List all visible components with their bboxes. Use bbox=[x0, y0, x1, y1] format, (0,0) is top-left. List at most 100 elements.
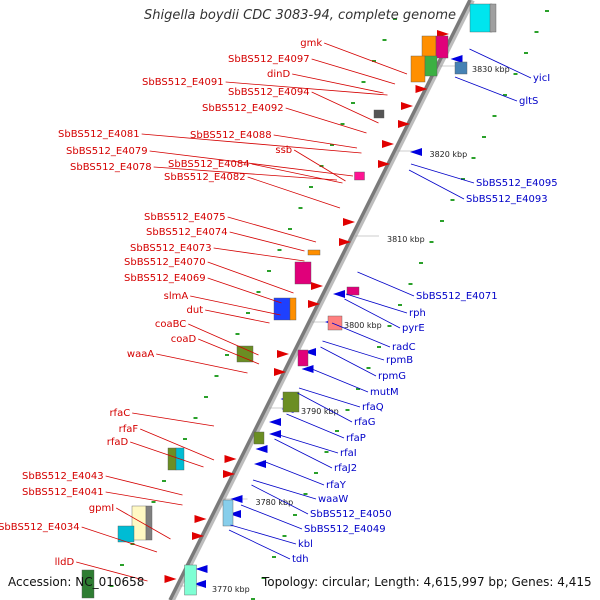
feature-tick bbox=[408, 283, 413, 285]
feature-tick bbox=[335, 430, 339, 432]
label-leader bbox=[207, 261, 294, 294]
gene-block bbox=[222, 499, 234, 527]
gene-arrow-reverse bbox=[269, 418, 281, 426]
gene-label-left: coaBC bbox=[155, 319, 186, 330]
accession-text: Accession: NC_010658 bbox=[8, 575, 145, 589]
gene-label-right: rfaP bbox=[346, 433, 366, 444]
gene-label-left: lldD bbox=[55, 557, 75, 568]
label-leader bbox=[141, 133, 362, 154]
gene-arrow-reverse bbox=[410, 148, 422, 156]
feature-tick bbox=[461, 178, 465, 180]
gene-label-left: SbBS512_E4084 bbox=[168, 159, 250, 170]
label-leader bbox=[311, 91, 379, 124]
feature-tick bbox=[387, 325, 392, 327]
gene-label-left: coaD bbox=[171, 334, 197, 345]
gene-label-left: dinD bbox=[267, 69, 290, 80]
gene-label-left: SbBS512_E4082 bbox=[164, 172, 246, 183]
feature-tick bbox=[351, 102, 355, 104]
feature-tick bbox=[471, 157, 476, 159]
gene-block bbox=[421, 35, 437, 59]
gene-label-right: SbBS512_E4049 bbox=[304, 524, 386, 535]
gene-arrow-reverse bbox=[304, 348, 316, 356]
feature-tick bbox=[272, 556, 276, 558]
feature-tick bbox=[193, 417, 198, 419]
gene-arrow-forward bbox=[164, 575, 177, 583]
feature-tick bbox=[545, 10, 549, 12]
gene-label-left: SbBS512_E4097 bbox=[228, 54, 310, 65]
gene-block bbox=[307, 249, 321, 256]
scale-tick-label: 3800 kbp bbox=[344, 321, 382, 330]
feature-tick bbox=[524, 52, 528, 54]
feature-tick bbox=[513, 73, 518, 75]
feature-tick bbox=[324, 451, 329, 453]
gene-arrow-reverse bbox=[195, 565, 208, 573]
gene-label-left: SbBS512_E4092 bbox=[202, 103, 284, 114]
gene-block bbox=[81, 569, 95, 599]
feature-tick bbox=[330, 144, 334, 146]
gene-label-right: rfaI bbox=[340, 448, 357, 459]
gene-block bbox=[354, 171, 365, 181]
label-leader bbox=[198, 338, 260, 365]
gene-label-left: SbBS512_E4075 bbox=[144, 212, 226, 223]
gene-label-right: rph bbox=[409, 308, 426, 319]
label-leader bbox=[190, 295, 281, 316]
gene-label-right: rpmB bbox=[386, 355, 413, 366]
gene-label-left: SbBS512_E4074 bbox=[146, 227, 228, 238]
gene-arrow-forward bbox=[415, 85, 428, 93]
feature-tick bbox=[120, 564, 124, 566]
label-leader bbox=[274, 438, 333, 469]
label-leader bbox=[140, 428, 215, 461]
feature-tick bbox=[377, 346, 381, 348]
label-leader bbox=[132, 412, 215, 427]
gene-arrow-reverse bbox=[230, 495, 243, 503]
feature-tick bbox=[393, 18, 397, 20]
gene-label-right: rfaG bbox=[354, 417, 376, 428]
scale-tick-label: 3830 kbp bbox=[472, 65, 510, 74]
gene-label-right: SbBS512_E4095 bbox=[476, 178, 558, 189]
gene-label-right: tdh bbox=[292, 554, 309, 565]
feature-tick bbox=[482, 136, 486, 138]
gene-block bbox=[327, 315, 343, 331]
scale-tick-label: 3790 kbp bbox=[301, 407, 339, 416]
gene-arrow-forward bbox=[398, 120, 410, 128]
gene-block bbox=[346, 286, 360, 296]
gene-block bbox=[282, 391, 300, 413]
gene-label-right: kbl bbox=[298, 539, 313, 550]
gene-label-left: SbBS512_E4094 bbox=[228, 87, 310, 98]
gene-arrow-forward bbox=[308, 300, 320, 308]
gene-label-left: SbBS512_E4088 bbox=[190, 130, 272, 141]
gene-arrow-reverse bbox=[269, 430, 281, 438]
label-leader bbox=[225, 81, 388, 96]
gene-arrow-reverse bbox=[301, 365, 314, 373]
feature-tick bbox=[534, 31, 539, 33]
label-leader bbox=[298, 387, 361, 408]
label-leader bbox=[240, 504, 303, 530]
scale-tick-label: 3770 kbp bbox=[212, 585, 250, 594]
label-leader bbox=[247, 176, 341, 209]
gene-arrow-forward bbox=[311, 282, 323, 290]
gene-block bbox=[167, 447, 177, 471]
feature-tick bbox=[340, 123, 345, 125]
map-title: Shigella boydii CDC 3083-94, complete ge… bbox=[143, 8, 457, 23]
feature-tick bbox=[109, 585, 114, 587]
gene-arrow-reverse bbox=[255, 445, 268, 453]
feature-tick bbox=[382, 39, 387, 41]
gene-label-right: rfaQ bbox=[362, 402, 384, 413]
gene-label-left: ssb bbox=[275, 145, 292, 156]
gene-label-right: yicI bbox=[533, 73, 550, 84]
gene-block bbox=[424, 55, 438, 77]
gene-block bbox=[236, 345, 254, 363]
gene-arrow-forward bbox=[339, 238, 351, 246]
feature-tick bbox=[345, 409, 350, 411]
gene-label-right: waaW bbox=[318, 494, 348, 505]
gene-label-left: rfaD bbox=[107, 437, 129, 448]
gene-label-left: gmk bbox=[300, 38, 322, 49]
gene-label-right: SbBS512_E4093 bbox=[466, 194, 548, 205]
gene-label-right: pyrE bbox=[402, 323, 425, 334]
label-leader bbox=[76, 561, 148, 582]
backbone-shadow bbox=[169, 0, 475, 600]
gene-block bbox=[373, 109, 385, 119]
gene-arrow-forward bbox=[401, 102, 413, 110]
gene-label-left: dut bbox=[187, 305, 204, 316]
